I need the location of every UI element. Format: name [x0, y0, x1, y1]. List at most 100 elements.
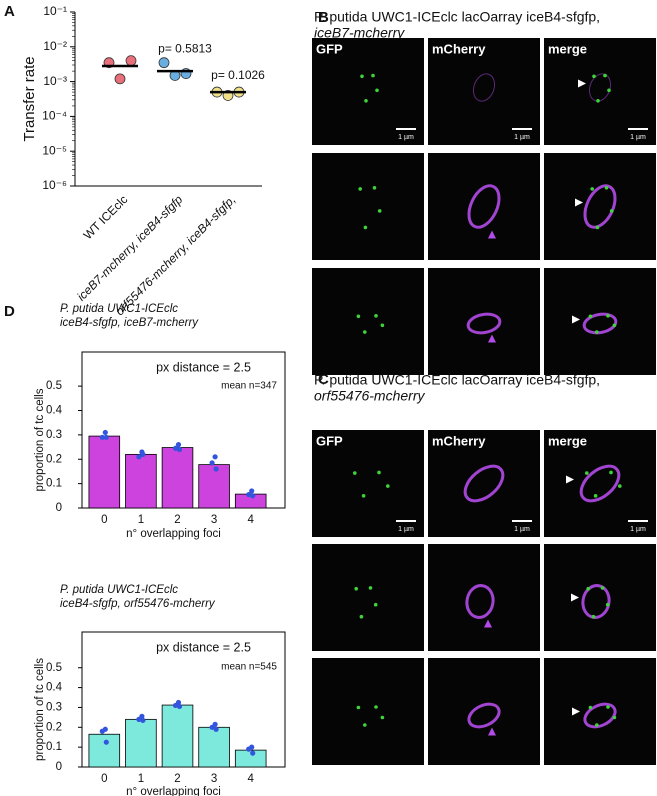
micrograph: [428, 153, 540, 260]
x-tick-label: 0: [101, 514, 107, 526]
cell-outline: [579, 464, 621, 503]
micrograph: [312, 544, 424, 651]
x-tick-label: 2: [174, 773, 180, 785]
focus: [375, 88, 379, 93]
channel-label: GFP: [316, 41, 343, 56]
scale-bar-label: 1 µm: [398, 526, 414, 533]
replicate-dot: [136, 716, 142, 722]
panel-letter: B: [318, 9, 329, 26]
bar: [125, 453, 157, 509]
focus: [591, 614, 596, 619]
focus: [612, 715, 617, 720]
replicate-dot: [103, 739, 109, 745]
arrowhead: [572, 707, 580, 716]
panel-title: P. putida UWC1-ICEclc lacOarray iceB4-sf…: [314, 372, 600, 388]
focus: [588, 314, 593, 319]
micrograph: [312, 658, 424, 765]
bar: [88, 733, 121, 768]
replicate-dot: [102, 429, 108, 436]
p-value: p= 0.1026: [211, 68, 265, 82]
x-tick-label: 0: [101, 773, 107, 785]
arrowhead: [566, 475, 574, 484]
micrograph: [312, 38, 424, 145]
bar: [198, 464, 230, 509]
focus: [588, 705, 593, 710]
focus: [609, 470, 613, 475]
x-tick-label: 1: [138, 773, 144, 785]
focus: [377, 209, 382, 213]
focus: [363, 225, 368, 230]
y-tick-label: 0.5: [46, 380, 62, 392]
focus: [371, 73, 375, 78]
arrowhead: [488, 334, 496, 343]
cell-outline: [583, 702, 617, 729]
arrowhead: [488, 727, 496, 736]
x-tick-label: 1: [138, 514, 144, 526]
replicate-dot: [176, 446, 183, 453]
focus: [593, 494, 598, 498]
focus: [595, 330, 599, 334]
focus: [356, 314, 361, 319]
focus: [592, 74, 596, 79]
focus: [354, 586, 359, 591]
focus: [600, 586, 605, 590]
cell-outline: [465, 584, 495, 619]
focus: [585, 471, 589, 475]
chart-title: P. putida UWC1-ICEclc: [60, 584, 178, 596]
arrowhead: [575, 198, 583, 207]
focus: [380, 323, 385, 328]
cell-outline: [463, 464, 505, 503]
micrograph: [428, 430, 540, 537]
focus: [368, 586, 373, 590]
y-tick-label: 0.4: [46, 682, 63, 694]
bar: [161, 447, 194, 509]
note: mean n=545: [221, 662, 277, 673]
bar: [161, 704, 194, 768]
focus: [380, 715, 385, 720]
chart-title: P. putida UWC1-ICEclc: [60, 303, 178, 315]
y-tick-label: 0.3: [46, 701, 62, 713]
replicate-dot: [172, 445, 179, 451]
y-tick-label: 10⁻²: [43, 39, 67, 53]
channel-label: mCherry: [432, 41, 486, 56]
focus: [604, 186, 609, 190]
cell-outline: [582, 312, 618, 335]
replicate-dot: [175, 442, 182, 448]
focus: [586, 586, 590, 591]
x-axis-label: n° overlapping foci: [126, 786, 221, 796]
arrowhead: [572, 315, 580, 324]
bar: [88, 435, 121, 509]
y-tick-label: 0.3: [46, 429, 62, 441]
y-axis-label: proportion of tc cells: [34, 658, 46, 761]
y-tick-label: 0.1: [46, 741, 62, 753]
cell-outline: [472, 73, 496, 102]
focus: [372, 186, 377, 190]
y-tick-label: 0: [56, 502, 62, 514]
focus: [605, 602, 610, 607]
y-tick-label: 0: [56, 761, 62, 773]
replicate-dot: [99, 434, 105, 440]
chart-title: iceB4-sfgfp, iceB7-mcherry: [60, 317, 199, 329]
y-tick-label: 10⁻⁶: [42, 178, 67, 192]
bar: [125, 718, 157, 768]
replicate-dot: [103, 434, 109, 440]
x-tick-label: 3: [211, 514, 217, 526]
arrowhead: [578, 79, 586, 88]
replicate-dot: [99, 728, 105, 734]
annotation: px distance = 2.5: [156, 360, 251, 374]
channel-label: mCherry: [432, 433, 486, 448]
micrograph: [312, 153, 424, 260]
focus: [618, 484, 622, 488]
scale-bar-label: 1 µm: [630, 526, 646, 533]
micrograph: [428, 658, 540, 765]
panel-letter: D: [4, 303, 15, 320]
focus: [596, 99, 600, 103]
y-tick-label: 0.5: [46, 662, 62, 674]
focus: [595, 723, 599, 727]
micrograph: [544, 430, 656, 537]
channel-label: GFP: [316, 433, 343, 448]
x-tick-label: 3: [211, 773, 217, 785]
annotation: px distance = 2.5: [156, 640, 251, 654]
replicate-dot: [172, 702, 179, 709]
